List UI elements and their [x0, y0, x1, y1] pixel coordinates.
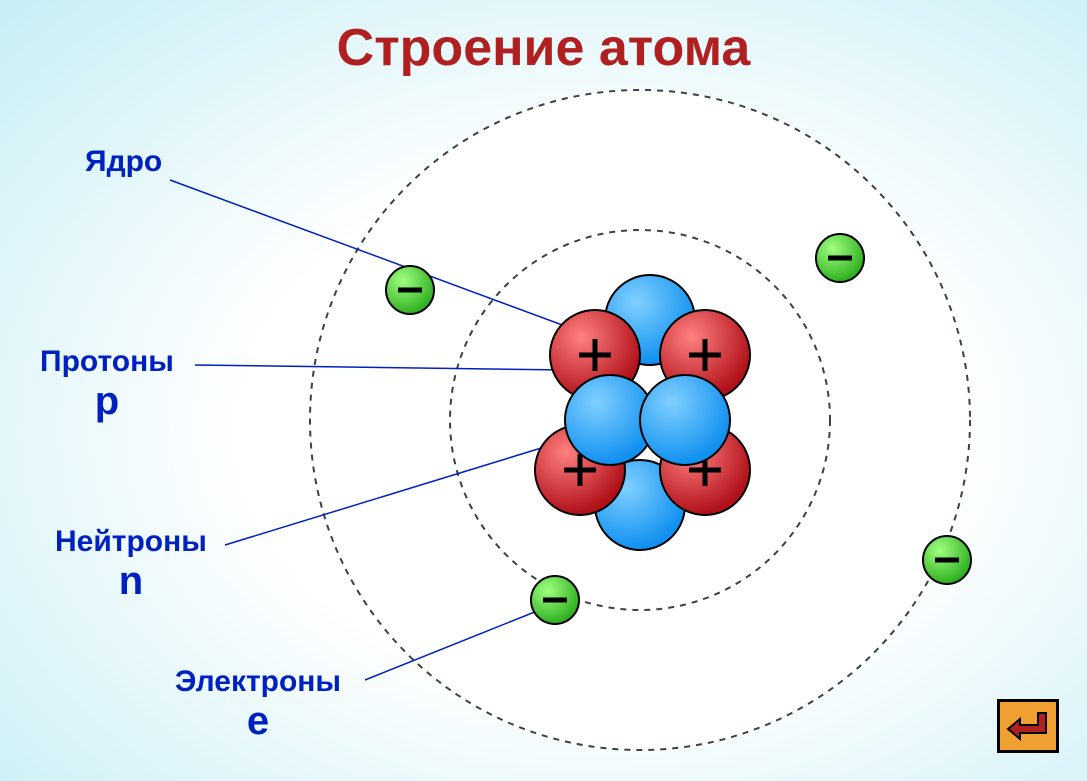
label-electrons-text: Электроны	[175, 665, 341, 698]
label-neutrons-sub: n	[55, 559, 207, 604]
label-protons-sub: p	[40, 379, 174, 424]
return-arrow-icon	[1006, 709, 1050, 743]
label-nucleus-text: Ядро	[85, 145, 162, 178]
back-button[interactable]	[997, 699, 1059, 753]
label-electrons: Электроны e	[175, 665, 341, 744]
label-neutrons-text: Нейтроны	[55, 525, 207, 558]
label-neutrons: Нейтроны n	[55, 525, 207, 604]
label-nucleus: Ядро	[85, 145, 162, 179]
label-protons-text: Протоны	[40, 345, 174, 378]
label-protons: Протоны p	[40, 345, 174, 424]
label-electrons-sub: e	[175, 699, 341, 744]
